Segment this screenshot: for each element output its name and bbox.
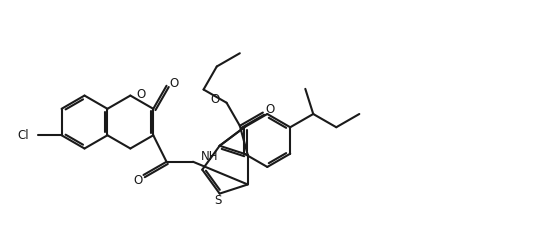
Text: O: O bbox=[169, 77, 178, 90]
Text: S: S bbox=[214, 194, 221, 207]
Text: O: O bbox=[137, 88, 146, 101]
Text: Cl: Cl bbox=[17, 129, 29, 142]
Text: O: O bbox=[265, 103, 274, 116]
Text: O: O bbox=[210, 93, 220, 106]
Text: O: O bbox=[134, 174, 143, 186]
Text: NH: NH bbox=[201, 150, 218, 163]
